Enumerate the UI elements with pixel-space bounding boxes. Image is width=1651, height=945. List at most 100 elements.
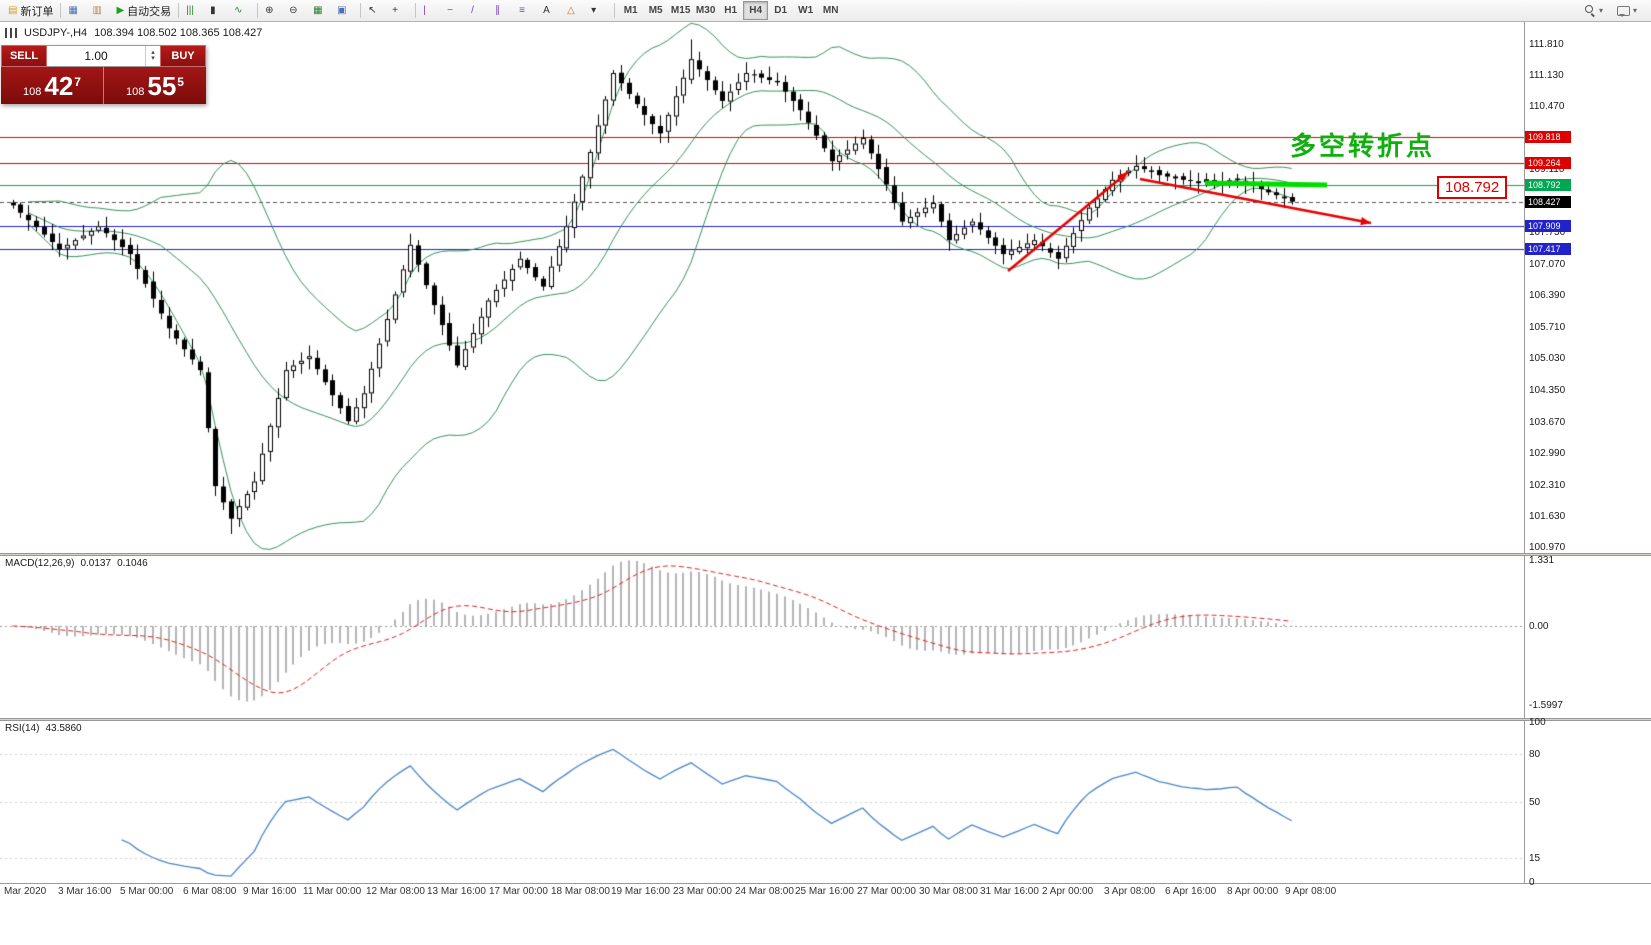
buy-button[interactable]: BUY	[160, 45, 206, 67]
sell-price-big: 42	[44, 71, 74, 101]
price-tick: 109.110	[1529, 164, 1565, 176]
rsi-axis-label: 50	[1529, 797, 1541, 808]
timeframe-h1-button[interactable]: H1	[724, 5, 738, 16]
rsi-panel: RSI(14) 43.5860	[0, 721, 1651, 883]
text-button[interactable]: A	[539, 1, 563, 21]
panel-separator[interactable]	[0, 553, 1651, 556]
buy-price-base: 108	[126, 86, 145, 98]
timeframe-m1-button[interactable]: M1	[623, 5, 638, 16]
price-tick: 102.990	[1529, 448, 1566, 460]
zoom-in-button[interactable]: ⊕	[261, 1, 285, 21]
timeframe-d1-button[interactable]: D1	[774, 5, 788, 16]
date-label: 17 Mar 00:00	[489, 886, 548, 897]
caret-down-icon: ▾	[1632, 6, 1637, 15]
horizontal-line-button[interactable]: −	[443, 1, 467, 21]
volume-down-icon[interactable]: ▾	[151, 55, 155, 62]
volume-field[interactable]: 1.00 ▴ ▾	[47, 45, 160, 67]
new-order-button-label: 新订单	[20, 5, 54, 18]
trade-prices-row: 108 42 7 108 55 5	[1, 67, 206, 104]
date-label: 31 Mar 16:00	[980, 886, 1039, 897]
toolbar-separator	[415, 3, 417, 18]
price-tick: 100.970	[1529, 541, 1566, 553]
macd-panel: MACD(12,26,9) 0.0137 0.1046	[0, 556, 1651, 718]
macd-axis-label: 1.331	[1529, 555, 1555, 567]
support-line-2-label: 107.417	[1525, 242, 1571, 255]
line-chart-icon: ∿	[234, 4, 243, 16]
price-tick: 102.310	[1529, 479, 1566, 491]
date-label: 23 Mar 00:00	[673, 886, 732, 897]
volume-spinner[interactable]: ▴ ▾	[145, 46, 160, 66]
crosshair-button[interactable]: +	[388, 1, 412, 21]
volume-up-icon[interactable]: ▴	[151, 49, 155, 56]
price-chart-canvas[interactable]	[0, 22, 1524, 553]
shapes-button[interactable]: △	[563, 1, 587, 21]
rsi-canvas[interactable]	[0, 721, 1524, 883]
arrows-tool-button[interactable]: ▾	[587, 1, 611, 21]
search-icon	[1584, 5, 1596, 16]
date-label: Mar 2020	[4, 886, 47, 897]
autotrading-button[interactable]: ▶ 自动交易	[112, 1, 175, 21]
fibonacci-button[interactable]: ≡	[515, 1, 539, 21]
price-tick: 101.630	[1529, 511, 1566, 523]
pivot-line-label: 108.792	[1525, 178, 1571, 191]
timeframe-m5-button[interactable]: M5	[648, 5, 663, 16]
macd-axis-label: -1.5997	[1529, 700, 1563, 712]
toolbar-separator	[178, 3, 180, 18]
chart-window-button[interactable]: ▦	[64, 1, 88, 21]
rsi-header: RSI(14) 43.5860	[5, 723, 88, 734]
one-click-trading-panel: SELL 1.00 ▴ ▾ BUY 108 42 7 108 55 5	[1, 45, 206, 104]
date-label: 25 Mar 16:00	[795, 886, 854, 897]
date-label: 30 Mar 08:00	[919, 886, 978, 897]
search-button[interactable]: ▾	[1581, 1, 1607, 21]
toolbar-items: ▤ 新订单 ▦ ▥ ▶ 自动交易 ||| ▮ ∿ ⊕ ⊖ ▦ ▣ ↖ + | − / ∥ ≡ A △ ▾	[4, 0, 618, 21]
date-label: 6 Mar 08:00	[183, 886, 237, 897]
line-chart-button[interactable]: ∿	[230, 1, 254, 21]
trendline-icon: /	[471, 4, 474, 16]
annotation-text: 多空转折点	[1290, 131, 1436, 161]
price-callout: 108.792	[1437, 176, 1508, 199]
price-tick: 107.750	[1529, 227, 1566, 239]
macd-canvas[interactable]	[0, 556, 1524, 718]
arrows-tool-icon: ▾	[591, 4, 597, 16]
rsi-value: 43.5860	[45, 723, 82, 734]
timeframe-h4-button[interactable]: H4	[743, 1, 769, 20]
new-order-button[interactable]: ▤ 新订单	[4, 1, 57, 21]
candlestick-chart-button[interactable]: ▮	[206, 1, 230, 21]
trendline-button[interactable]: /	[467, 1, 491, 21]
volume-value[interactable]: 1.00	[84, 49, 108, 63]
toolbar-separator	[614, 3, 616, 18]
vertical-line-button[interactable]: |	[419, 1, 443, 21]
timeframe-m15-button[interactable]: M15	[670, 5, 691, 16]
channel-button[interactable]: ∥	[491, 1, 515, 21]
zoom-out-icon: ⊖	[289, 4, 298, 16]
cursor-button[interactable]: ↖	[364, 1, 388, 21]
horizontal-line-icon: −	[447, 4, 453, 16]
price-tick: 104.350	[1529, 385, 1566, 396]
price-tick: 103.670	[1529, 416, 1566, 428]
profiles-button[interactable]: ▥	[88, 1, 112, 21]
buy-price[interactable]: 108 55 5	[104, 67, 206, 104]
chat-button[interactable]: ▾	[1613, 1, 1641, 21]
rsi-axis-label: 0	[1529, 877, 1535, 888]
sell-price[interactable]: 108 42 7	[1, 67, 104, 104]
panel-separator[interactable]	[0, 718, 1651, 721]
ohlc-values: 108.394 108.502 108.365 108.427	[94, 27, 263, 39]
date-label: 3 Apr 08:00	[1104, 886, 1156, 897]
tile-windows-button[interactable]: ▦	[309, 1, 333, 21]
date-label: 6 Apr 16:00	[1165, 886, 1217, 897]
timeframe-w1-button[interactable]: W1	[798, 5, 814, 16]
bar-chart-button[interactable]: |||	[182, 1, 206, 21]
timeframe-m30-button[interactable]: M30	[695, 5, 716, 16]
macd-value-signal: 0.1046	[117, 558, 148, 569]
price-tick: 106.390	[1529, 290, 1566, 302]
new-order-icon: ▤	[8, 4, 18, 16]
price-tick: 111.130	[1529, 70, 1564, 82]
bid-price-label: 108.427	[1525, 195, 1571, 208]
toolbar-right: ▾ ▾	[1581, 1, 1647, 21]
zoom-out-button[interactable]: ⊖	[285, 1, 309, 21]
arrange-windows-button[interactable]: ▣	[333, 1, 357, 21]
date-axis[interactable]	[0, 883, 1651, 900]
sell-button[interactable]: SELL	[1, 45, 47, 67]
timeframe-mn-button[interactable]: MN	[822, 5, 839, 16]
date-label: 9 Mar 16:00	[243, 886, 297, 897]
